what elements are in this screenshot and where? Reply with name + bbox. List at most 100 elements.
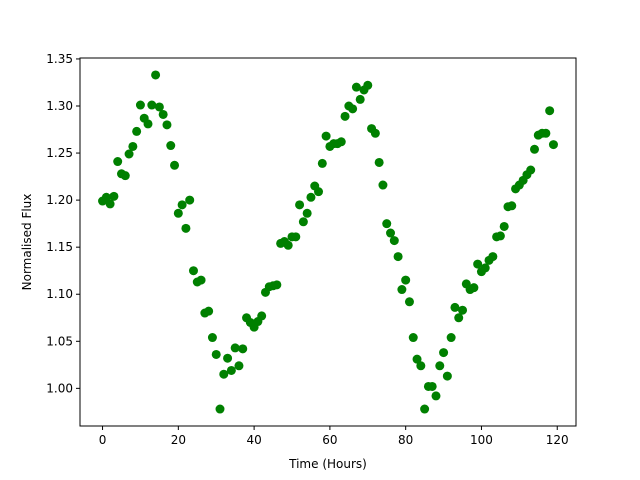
point (446, 333, 456, 343)
point (188, 266, 198, 276)
point (363, 80, 373, 90)
point (105, 199, 115, 209)
point (420, 404, 430, 414)
y-tick-label: 1.25 (46, 146, 73, 160)
point (204, 306, 214, 316)
point (226, 365, 236, 375)
y-tick-label: 1.05 (46, 334, 73, 348)
point (207, 333, 217, 343)
point (151, 70, 161, 80)
point (389, 236, 399, 246)
point (499, 221, 509, 231)
point (507, 201, 517, 211)
point (120, 171, 130, 181)
point (382, 219, 392, 229)
point (370, 128, 380, 138)
point (196, 275, 206, 285)
point (272, 280, 282, 290)
point (238, 344, 248, 354)
point (480, 263, 490, 273)
point (230, 343, 240, 353)
x-tick-label: 60 (322, 433, 337, 447)
point (211, 349, 221, 359)
point (397, 285, 407, 295)
point (408, 333, 418, 343)
x-tick-label: 0 (99, 433, 107, 447)
point (348, 104, 358, 114)
x-tick-label: 20 (171, 433, 186, 447)
y-tick-label: 1.35 (46, 52, 73, 66)
point (378, 180, 388, 190)
point (431, 391, 441, 401)
y-tick-label: 1.15 (46, 240, 73, 254)
point (317, 158, 327, 168)
point (295, 200, 305, 210)
point (124, 149, 134, 159)
point (257, 311, 267, 321)
y-tick-label: 1.20 (46, 193, 73, 207)
x-tick-label: 40 (246, 433, 261, 447)
point (314, 187, 324, 197)
point (298, 217, 308, 227)
point (128, 141, 138, 151)
point (355, 94, 365, 104)
point (473, 259, 483, 269)
x-axis-label: Time (Hours) (288, 457, 367, 471)
point (548, 140, 558, 150)
point (541, 128, 551, 138)
point (412, 354, 422, 364)
point (166, 141, 176, 151)
point (488, 252, 498, 262)
point (439, 348, 449, 358)
point (177, 200, 187, 210)
point (526, 165, 536, 175)
y-tick-label: 1.10 (46, 287, 73, 301)
point (143, 119, 153, 129)
point (234, 361, 244, 371)
point (321, 131, 331, 141)
point (185, 195, 195, 205)
point (442, 371, 452, 381)
x-tick-label: 100 (470, 433, 493, 447)
point (173, 208, 183, 218)
y-axis-label: Normalised Flux (20, 194, 34, 291)
x-tick-label: 80 (398, 433, 413, 447)
point (450, 302, 460, 312)
point (162, 120, 172, 130)
point (401, 275, 411, 285)
point (147, 100, 157, 110)
y-tick-label: 1.30 (46, 99, 73, 113)
point (109, 191, 119, 201)
point (495, 231, 505, 241)
point (219, 369, 229, 379)
point (454, 313, 464, 323)
point (386, 228, 396, 238)
point (135, 100, 145, 110)
x-tick-label: 120 (546, 433, 569, 447)
point (340, 111, 350, 121)
point (154, 102, 164, 112)
point (374, 157, 384, 167)
point (291, 232, 301, 242)
point (530, 144, 540, 154)
point (427, 381, 437, 391)
point (416, 361, 426, 371)
point (132, 126, 142, 136)
y-tick-label: 1.00 (46, 381, 73, 395)
plot-frame (79, 57, 577, 427)
point (302, 208, 312, 218)
point (393, 252, 403, 262)
point (336, 137, 346, 147)
point (545, 106, 555, 116)
point (306, 192, 316, 202)
point (458, 305, 468, 315)
point (158, 109, 168, 119)
point (181, 223, 191, 233)
point (469, 283, 479, 293)
point (113, 157, 123, 167)
point (283, 240, 293, 250)
point (404, 297, 414, 307)
point (170, 160, 180, 170)
point (101, 192, 111, 202)
